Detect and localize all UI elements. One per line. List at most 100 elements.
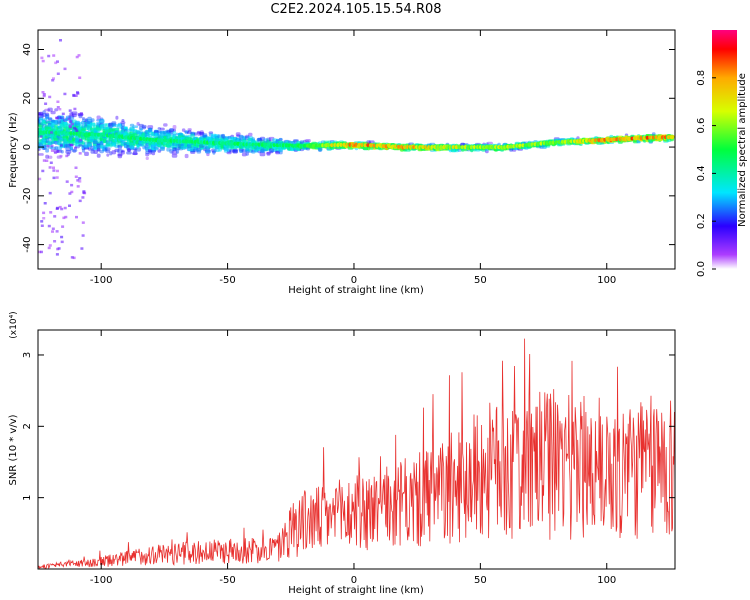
colorbar-tick-label: 0.0 (696, 261, 707, 277)
spectrogram-cell (42, 147, 46, 150)
spectrogram-cell (78, 76, 82, 79)
spectrogram-cell (226, 151, 232, 155)
spectrogram-cell (51, 79, 55, 82)
spectrogram-cell (50, 144, 54, 148)
spectrogram-cell (132, 125, 139, 128)
x-tick-label: 50 (474, 275, 487, 286)
spectrogram-cell (79, 138, 82, 142)
spectrogram-cell (68, 120, 72, 123)
spectrogram-cell (72, 256, 76, 260)
spectrogram-cell (245, 151, 249, 156)
spectrogram-cell (81, 196, 85, 199)
spectrogram-cell (111, 121, 117, 126)
spectrogram-cell (78, 143, 82, 147)
spectrogram-cell (206, 152, 210, 157)
spectrogram-cell (70, 190, 74, 194)
spectrogram-cell (56, 150, 60, 153)
x-tick-label: 100 (597, 275, 616, 286)
spectrogram-cell (171, 153, 178, 158)
spectrogram-cell (70, 122, 74, 126)
spectrogram-cell (67, 117, 71, 121)
spectrogram-cell (61, 112, 65, 116)
spectrogram-cell (44, 102, 48, 105)
spectrogram-cell (41, 169, 45, 173)
spectrogram-cell (38, 114, 44, 119)
snr-frame (37, 329, 676, 570)
spectrogram-cell (159, 127, 165, 131)
spectrogram-cell (153, 146, 159, 150)
spectrogram-cell (139, 128, 143, 131)
spectrogram-x-label: Height of straight line (km) (288, 285, 424, 296)
spectrogram-cell (56, 169, 59, 173)
spectrogram-cell (121, 126, 125, 130)
spectrogram-cell (114, 148, 120, 153)
spectrogram-cell (68, 204, 71, 207)
spectrogram-cell (257, 137, 262, 142)
colorbar: 0.0 0.2 0.4 0.6 0.8 Normalized spectral ampl… (696, 30, 748, 277)
spectrogram-cell (305, 139, 311, 143)
spectrogram-cell (159, 146, 165, 151)
spectrogram-cell (52, 54, 56, 57)
spectrogram-cell (59, 154, 63, 158)
spectrogram-cell (166, 129, 170, 134)
spectrogram-cell (70, 256, 74, 259)
spectrogram-cell (65, 150, 72, 154)
spectrogram-cell (81, 148, 86, 153)
spectrogram-cell (136, 122, 140, 126)
spectrogram-cell (70, 144, 74, 147)
spectrogram-cell (109, 151, 113, 156)
spectrogram-cell (84, 151, 89, 156)
spectrogram-cell (50, 131, 53, 134)
x-tick-label: -100 (90, 575, 113, 586)
spectrogram-cell (38, 177, 42, 181)
spectrogram-cell (53, 215, 57, 218)
spectrogram-cell (135, 147, 141, 152)
spectrogram-cell (96, 115, 101, 120)
spectrogram-cell (126, 151, 132, 155)
spectrogram-cell (87, 143, 92, 147)
spectrogram-cell (52, 169, 56, 172)
colorbar-tick-label: 0.8 (696, 70, 707, 86)
spectrogram-cell (117, 153, 123, 157)
spectrogram-cell (121, 149, 125, 153)
spectrogram-cell (38, 153, 44, 156)
spectrogram-cell (266, 151, 271, 155)
spectrogram-cell (38, 112, 44, 116)
spectrogram-cell (75, 55, 79, 59)
snr-y-multiplier: (x10⁴) (9, 311, 19, 338)
spectrogram-cell (105, 149, 111, 153)
spectrogram-cell (142, 126, 146, 130)
snr-y-label: SNR (10 * v/v) (8, 414, 19, 485)
spectrogram-cell (181, 128, 186, 132)
spectrogram-cell (111, 150, 116, 155)
spectrogram-cell (48, 166, 52, 169)
spectrogram-cell (68, 192, 72, 195)
spectrogram-cell (184, 130, 189, 135)
spectrogram-cell (132, 152, 138, 155)
spectrogram-cell (40, 56, 44, 60)
page-title: C2E2.2024.105.15.54.R08 (270, 2, 442, 17)
y-tick-label: -20 (22, 188, 33, 204)
spectrogram-cell (509, 148, 514, 152)
spectrogram-cell (51, 230, 54, 233)
spectrogram-cell (42, 217, 46, 220)
spectrogram-cell (46, 145, 50, 148)
spectrogram-cell (232, 149, 238, 154)
spectrogram-cell (42, 211, 46, 215)
spectrogram-cell (199, 130, 204, 134)
spectrogram-cell (48, 95, 52, 99)
spectrogram-cell (169, 128, 174, 133)
spectrogram-cell (52, 176, 56, 180)
x-tick-label: -50 (219, 275, 235, 286)
spectrogram-cell (56, 100, 60, 103)
spectrogram-cell (65, 143, 71, 148)
spectrogram-cell (74, 94, 78, 97)
spectrogram-cell (43, 202, 47, 205)
spectrogram-cell (38, 250, 42, 254)
spectrogram-cell (79, 112, 83, 115)
colorbar-tick-label: 0.4 (696, 165, 707, 181)
spectrogram-cell (42, 159, 46, 162)
spectrogram-cell (55, 253, 59, 256)
spectrogram-cell (141, 124, 147, 129)
